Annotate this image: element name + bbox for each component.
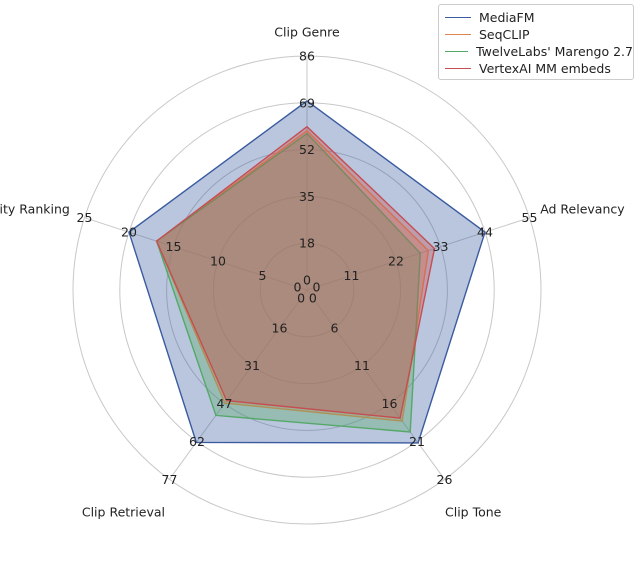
legend-item-marengo: TwelveLabs' Marengo 2.7 (445, 43, 633, 60)
axis-label-clip-popularity-ranking: Clip Popularity Ranking (0, 202, 70, 217)
tick-label-clip-tone-3: 16 (382, 396, 398, 411)
tick-label-clip-genre-1: 18 (299, 236, 315, 251)
legend-label-vertexai: VertexAI MM embeds (479, 61, 611, 76)
tick-label-clip-tone-5: 26 (437, 472, 453, 487)
tick-label-clip-popularity-ranking-4: 20 (121, 225, 137, 240)
tick-label-ad-relevancy-1: 11 (344, 268, 360, 283)
legend-swatch-marengo (445, 51, 469, 52)
axis-label-clip-genre: Clip Genre (274, 25, 340, 40)
tick-label-ad-relevancy-2: 22 (388, 254, 404, 269)
tick-label-clip-retrieval-3: 47 (217, 396, 233, 411)
axis-label-ad-relevancy: Ad Relevancy (540, 202, 625, 217)
legend-label-marengo: TwelveLabs' Marengo 2.7 (476, 44, 633, 59)
tick-label-ad-relevancy-5: 55 (522, 210, 538, 225)
series-area-vertexai-mm-embeds (155, 125, 436, 419)
tick-label-clip-tone-2: 11 (354, 358, 370, 373)
axis-spoke-clip-retrieval (169, 289, 308, 480)
axis-spoke-ad-relevancy (306, 217, 530, 291)
tick-label-clip-popularity-ranking-5: 25 (77, 210, 93, 225)
tick-label-clip-retrieval-0: 0 (297, 291, 305, 306)
tick-label-clip-retrieval-2: 31 (244, 358, 260, 373)
legend-item-mediafm: MediaFM (445, 9, 633, 26)
tick-label-clip-genre-2: 35 (299, 189, 315, 204)
tick-label-clip-popularity-ranking-2: 10 (210, 254, 226, 269)
tick-label-ad-relevancy-4: 44 (477, 225, 493, 240)
axis-label-clip-tone: Clip Tone (445, 505, 502, 520)
series-area-mediafm (128, 100, 486, 444)
tick-label-clip-retrieval-1: 16 (272, 320, 288, 335)
radar-series (128, 100, 486, 444)
tick-label-ad-relevancy-3: 33 (433, 239, 449, 254)
legend-label-seqclip: SeqCLIP (479, 27, 530, 42)
tick-label-clip-genre-0: 0 (303, 273, 311, 288)
tick-label-clip-retrieval-4: 62 (189, 434, 205, 449)
legend-item-vertexai: VertexAI MM embeds (445, 60, 633, 77)
tick-label-clip-popularity-ranking-1: 5 (259, 268, 267, 283)
tick-label-clip-popularity-ranking-0: 0 (294, 279, 302, 294)
legend-swatch-mediafm (445, 17, 471, 18)
tick-label-clip-tone-0: 0 (309, 291, 317, 306)
radar-grid (72, 55, 542, 525)
radar-tick-labels: 0183552698601122334455061116212601631476… (77, 49, 538, 487)
tick-label-clip-retrieval-5: 77 (162, 472, 178, 487)
tick-label-clip-tone-1: 6 (331, 320, 339, 335)
series-area-twelvelabs-marengo-2-7 (155, 132, 422, 433)
legend-swatch-vertexai (445, 68, 471, 69)
axis-spoke-clip-popularity-ranking (84, 217, 308, 291)
tick-label-clip-popularity-ranking-3: 15 (166, 239, 182, 254)
tick-label-clip-tone-4: 21 (409, 434, 425, 449)
axis-label-clip-retrieval: Clip Retrieval (82, 505, 165, 520)
tick-label-clip-genre-4: 69 (299, 95, 315, 110)
chart-legend: MediaFM SeqCLIP TwelveLabs' Marengo 2.7 … (438, 4, 634, 80)
tick-label-ad-relevancy-0: 0 (313, 279, 321, 294)
legend-item-seqclip: SeqCLIP (445, 26, 633, 43)
legend-label-mediafm: MediaFM (479, 10, 535, 25)
tick-label-clip-genre-5: 86 (299, 49, 315, 64)
radar-axis-labels: Clip Genre Ad Relevancy Clip Tone Clip Retr… (0, 25, 625, 520)
tick-label-clip-genre-3: 52 (299, 142, 315, 157)
axis-spoke-clip-tone (306, 289, 445, 480)
legend-swatch-seqclip (445, 34, 471, 35)
